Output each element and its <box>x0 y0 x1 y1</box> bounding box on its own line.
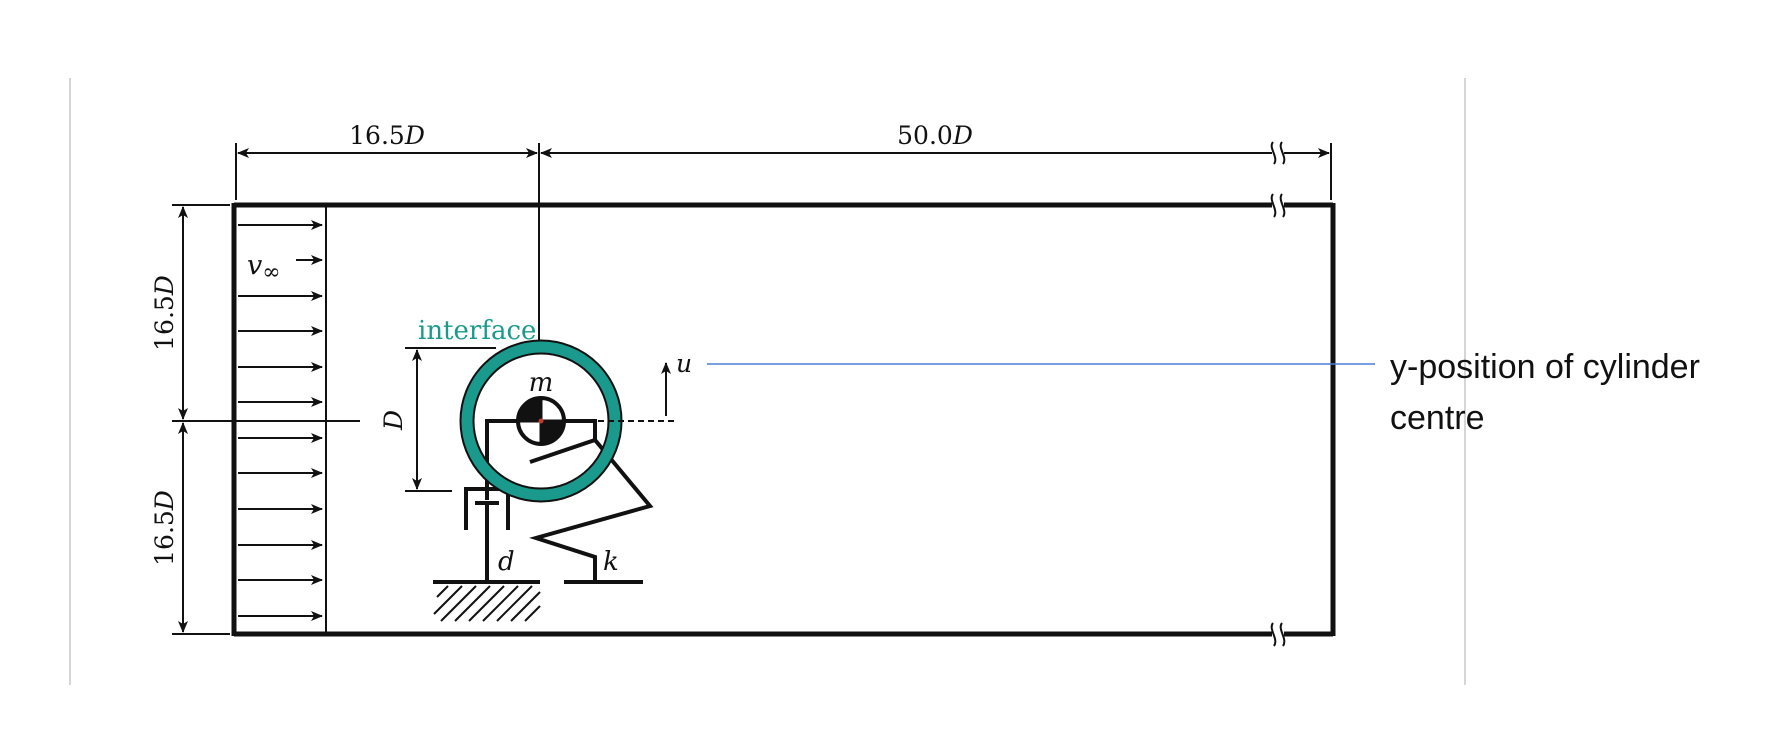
callout-text: y-position of cylinder centre <box>1390 348 1700 437</box>
centre-of-mass-icon <box>516 396 566 446</box>
diameter-dimension <box>405 347 496 492</box>
dim-diameter: D <box>379 410 408 431</box>
spring <box>529 437 654 582</box>
break-mark-dimension <box>1270 141 1286 165</box>
freestream-velocity-label: v∞ <box>247 250 281 285</box>
ground <box>433 580 643 622</box>
spring-label: k <box>603 547 619 577</box>
damper <box>464 487 510 582</box>
top-dimensions <box>235 143 1332 340</box>
domain-boundary <box>231 202 1336 637</box>
dim-inlet-width: 16.5D <box>349 121 425 150</box>
inlet-velocity-arrows <box>238 220 323 621</box>
break-mark-bottom-wall <box>1270 622 1286 647</box>
dim-domain-length: 50.0D <box>897 121 973 150</box>
interface-label: interface <box>418 316 536 346</box>
dim-upper-height: 16.5D <box>150 275 179 351</box>
cylinder-interface-ring <box>461 341 621 501</box>
mass-label: m <box>529 368 554 398</box>
left-dimensions <box>172 204 360 635</box>
damper-label: d <box>498 547 515 577</box>
break-mark-top-wall <box>1270 193 1286 218</box>
dim-lower-height: 16.5D <box>150 490 179 566</box>
displacement-label: u <box>676 349 692 378</box>
